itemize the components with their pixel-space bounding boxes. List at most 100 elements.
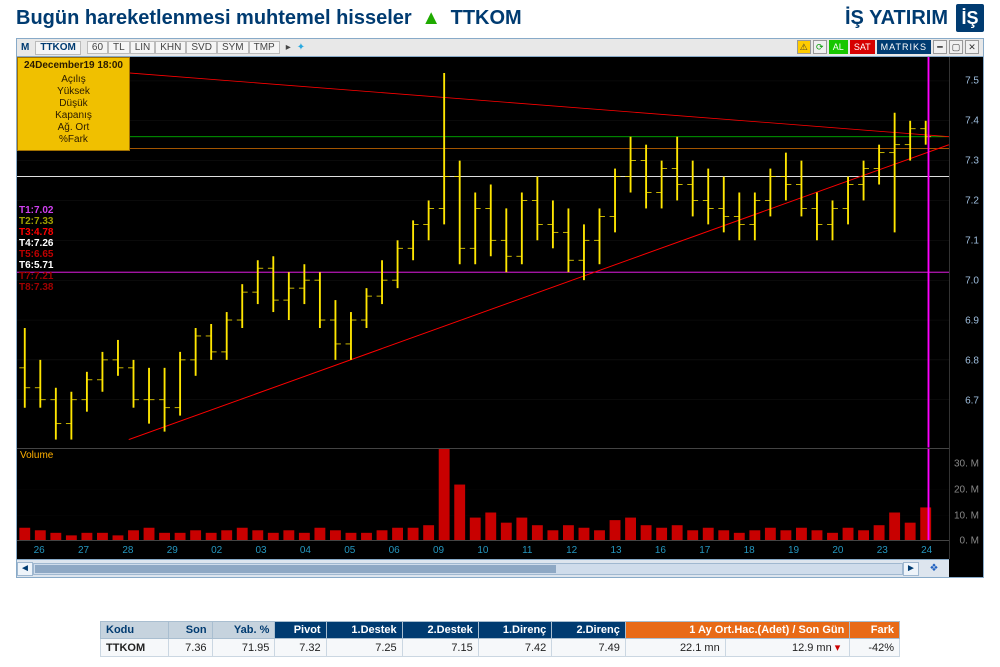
price-svg — [17, 57, 949, 448]
summary-table: Kodu Son Yab. % Pivot 1.Destek 2.Destek … — [100, 621, 900, 657]
date-tick: 16 — [638, 545, 682, 556]
scroll-right-icon[interactable]: ► — [903, 562, 919, 576]
th-r2: 2.Direnç — [552, 622, 626, 639]
ohlc-info-box: 24December19 18:00 AçılışYüksekDüşükKapa… — [17, 57, 130, 151]
td-vol-last: 12.9 mn ▾ — [725, 639, 850, 657]
volume-panel: Volume — [17, 449, 949, 541]
td-yab: 71.95 — [212, 639, 275, 657]
toolbar-tag[interactable]: TL — [108, 41, 130, 54]
th-d1: 1.Destek — [326, 622, 402, 639]
chart-frame: M TTKOM 60TLLINKHNSVDSYMTMP ▸ ✦ ⚠ ⟳ AL S… — [16, 38, 984, 578]
volume-tick: 0. M — [960, 536, 979, 547]
info-box-row: Açılış — [24, 74, 123, 86]
date-axis: 2627282902030405060910111213161718192023… — [17, 541, 949, 559]
th-kodu: Kodu — [101, 622, 169, 639]
date-tick: 24 — [905, 545, 949, 556]
t-level: T6:5.71 — [19, 260, 53, 271]
window-max-icon[interactable]: ▢ — [949, 40, 963, 54]
page-header: Bugün hareketlenmesi muhtemel hisseler ▲… — [0, 0, 1000, 38]
t-level: T1:7.02 — [19, 205, 53, 216]
info-box-row: Düşük — [24, 98, 123, 110]
price-panel: 24December19 18:00 AçılışYüksekDüşükKapa… — [17, 57, 949, 449]
t-level: T3:4.78 — [19, 227, 53, 238]
date-tick: 28 — [106, 545, 150, 556]
price-tick: 7.2 — [965, 195, 979, 206]
scroll-track[interactable] — [33, 563, 903, 575]
toolbar-tag[interactable]: 60 — [87, 41, 108, 54]
date-tick: 23 — [860, 545, 904, 556]
info-box-row: %Fark — [24, 134, 123, 146]
toolbar-symbol[interactable]: TTKOM — [35, 41, 81, 55]
chart-toolbar: M TTKOM 60TLLINKHNSVDSYMTMP ▸ ✦ ⚠ ⟳ AL S… — [17, 39, 983, 57]
brand-logo-icon: İŞ — [956, 4, 984, 32]
volume-tick: 30. M — [954, 459, 979, 470]
price-tick: 6.7 — [965, 395, 979, 406]
td-pivot: 7.32 — [275, 639, 326, 657]
toolbar-tag[interactable]: LIN — [130, 41, 156, 54]
scroll-left-icon[interactable]: ◄ — [17, 562, 33, 576]
price-tick: 7.4 — [965, 115, 979, 126]
volume-tick: 10. M — [954, 510, 979, 521]
th-pivot: Pivot — [275, 622, 326, 639]
toolbar-flag-icon[interactable]: ▸ — [286, 42, 291, 53]
t-level: T5:6.65 — [19, 249, 53, 260]
volume-svg — [17, 449, 949, 540]
td-vol-avg: 22.1 mn — [625, 639, 725, 657]
date-tick: 03 — [239, 545, 283, 556]
td-r2: 7.49 — [552, 639, 626, 657]
title-prefix: Bugün hareketlenmesi muhtemel hisseler — [16, 7, 412, 29]
buy-button[interactable]: AL — [829, 40, 848, 54]
window-min-icon[interactable]: ━ — [933, 40, 947, 54]
title-symbol: TTKOM — [451, 7, 522, 29]
td-fark: -42% — [850, 639, 900, 657]
scroll-thumb[interactable] — [35, 565, 556, 573]
price-tick: 7.3 — [965, 155, 979, 166]
info-box-row: Kapanış — [24, 110, 123, 122]
date-tick: 13 — [594, 545, 638, 556]
date-tick: 19 — [771, 545, 815, 556]
toolbar-tag[interactable]: TMP — [249, 41, 280, 54]
price-tick: 6.8 — [965, 355, 979, 366]
toolbar-twitter-icon[interactable]: ✦ — [297, 42, 305, 53]
toolbar-refresh-icon[interactable]: ⟳ — [813, 40, 827, 54]
date-tick: 29 — [150, 545, 194, 556]
th-r1: 1.Direnç — [478, 622, 552, 639]
volume-title: Volume — [20, 450, 53, 461]
info-box-title: 24December19 18:00 — [24, 60, 123, 72]
date-tick: 04 — [283, 545, 327, 556]
td-r1: 7.42 — [478, 639, 552, 657]
chart-plot-area[interactable]: 24December19 18:00 AçılışYüksekDüşükKapa… — [17, 57, 949, 559]
date-tick: 17 — [683, 545, 727, 556]
time-scrollbar[interactable]: ◄ ► ❖ — [17, 559, 949, 577]
t-level: T4:7.26 — [19, 238, 53, 249]
date-tick: 26 — [17, 545, 61, 556]
price-tick: 7.0 — [965, 275, 979, 286]
volume-tick: 20. M — [954, 484, 979, 495]
toolbar-warn-icon[interactable]: ⚠ — [797, 40, 811, 54]
price-axis: 6.76.86.97.07.17.27.37.47.50. M10. M20. … — [949, 57, 983, 559]
th-vol: 1 Ay Ort.Hac.(Adet) / Son Gün — [625, 622, 849, 639]
window-close-icon[interactable]: ✕ — [965, 40, 979, 54]
toolbar-tag[interactable]: KHN — [155, 41, 186, 54]
brand-block: İŞ YATIRIM İŞ — [845, 4, 984, 32]
price-tick: 7.1 — [965, 235, 979, 246]
t-level: T2:7.33 — [19, 216, 53, 227]
up-arrow-icon: ▲ — [421, 7, 441, 29]
date-tick: 11 — [505, 545, 549, 556]
table-header-row: Kodu Son Yab. % Pivot 1.Destek 2.Destek … — [101, 622, 900, 639]
info-box-row: Yüksek — [24, 86, 123, 98]
th-son: Son — [168, 622, 212, 639]
date-tick: 09 — [416, 545, 460, 556]
date-tick: 05 — [328, 545, 372, 556]
td-d1: 7.25 — [326, 639, 402, 657]
chart-body: 24December19 18:00 AçılışYüksekDüşükKapa… — [17, 57, 983, 559]
sell-button[interactable]: SAT — [850, 40, 875, 54]
down-arrow-icon: ▾ — [835, 642, 841, 654]
toolbar-tag[interactable]: SYM — [217, 41, 249, 54]
th-d2: 2.Destek — [402, 622, 478, 639]
matriks-brand-button[interactable]: MATRIKS — [877, 40, 931, 54]
scroll-sync-icon[interactable]: ❖ — [919, 563, 949, 574]
t-level: T7:7.21 — [19, 271, 53, 282]
toolbar-tag[interactable]: SVD — [186, 41, 217, 54]
t-level: T8:7.38 — [19, 282, 53, 293]
